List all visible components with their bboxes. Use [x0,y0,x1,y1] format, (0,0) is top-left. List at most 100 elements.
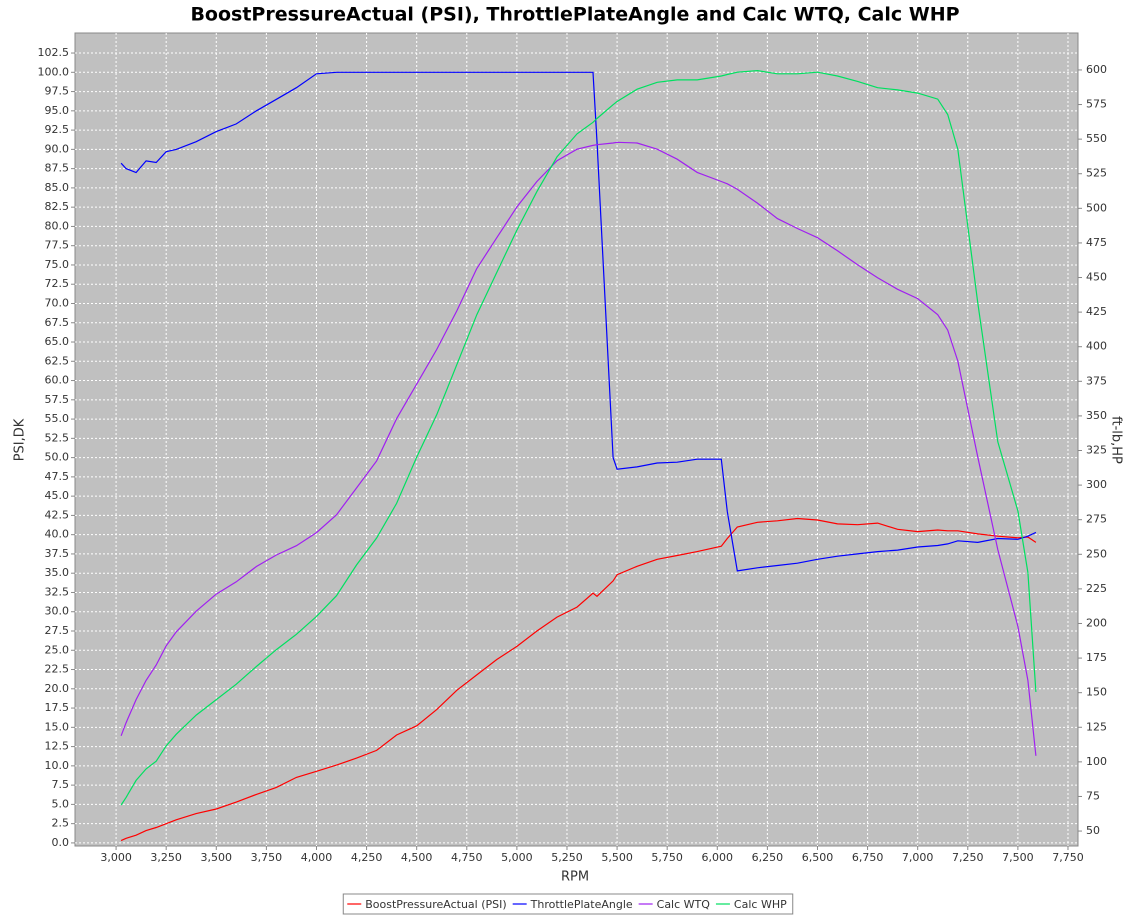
x-tick-label: 7,000 [902,851,934,864]
y2-tick-label: 150 [1086,686,1107,699]
y-tick-label: 65.0 [45,335,70,348]
x-tick-label: 3,000 [100,851,132,864]
y-tick-label: 85.0 [45,181,70,194]
x-tick-label: 4,250 [351,851,383,864]
y-tick-label: 87.5 [45,162,70,175]
x-tick-label: 5,250 [551,851,583,864]
y-tick-label: 52.5 [45,431,70,444]
y2-tick-label: 250 [1086,547,1107,560]
y2-tick-label: 375 [1086,374,1107,387]
y2-tick-label: 550 [1086,132,1107,145]
y-tick-label: 15.0 [45,720,70,733]
x-tick-label: 6,500 [802,851,834,864]
y2-tick-label: 50 [1086,824,1100,837]
legend-box [342,893,794,915]
y-tick-label: 55.0 [45,412,70,425]
y-tick-label: 5.0 [52,797,70,810]
x-tick-label: 7,500 [1002,851,1034,864]
y-tick-label: 37.5 [45,547,70,560]
y2-tick-label: 475 [1086,236,1107,249]
y-tick-label: 62.5 [45,354,70,367]
y-tick-label: 80.0 [45,219,70,232]
y-tick-label: 42.5 [45,508,70,521]
y-tick-label: 97.5 [45,85,70,98]
x-tick-label: 6,000 [702,851,734,864]
x-tick-label: 7,250 [952,851,984,864]
legend-label: ThrottlePlateAngle [530,898,633,911]
x-tick-label: 6,750 [852,851,884,864]
y-tick-label: 35.0 [45,566,70,579]
x-axis-title: RPM [561,870,589,885]
y2-tick-label: 575 [1086,98,1107,111]
lines [120,69,1037,842]
y-axis-title: PSI,DK [13,418,28,461]
y-tick-label: 45.0 [45,489,70,502]
y-tick-label: 40.0 [45,528,70,541]
x-tick-label: 5,000 [501,851,533,864]
y-tick-label: 50.0 [45,451,70,464]
chart-title: BoostPressureActual (PSI), ThrottlePlate… [190,4,959,26]
y2-tick-label: 525 [1086,167,1107,180]
y2-axis-title: ft-lb,HP [1109,416,1124,464]
y-tick-label: 92.5 [45,123,70,136]
y-tick-label: 72.5 [45,277,70,290]
axes: 0.0 2.5 5.0 7.5 10.0 12.5 15.0 17.5 20.0 22.5 25.0… [38,46,1108,864]
y2-tick-label: 175 [1086,651,1107,664]
series-line [120,71,1037,572]
y-tick-label: 2.5 [52,817,70,830]
y-tick-label: 27.5 [45,624,70,637]
x-tick-label: 5,750 [651,851,683,864]
y-tick-label: 70.0 [45,296,70,309]
y-tick-label: 20.0 [45,682,70,695]
y2-tick-label: 600 [1086,63,1107,76]
series-line [120,141,1037,756]
y2-tick-label: 400 [1086,340,1107,353]
x-tick-label: 3,750 [251,851,283,864]
y-tick-label: 10.0 [45,759,70,772]
y2-tick-label: 125 [1086,720,1107,733]
y-tick-label: 75.0 [45,258,70,271]
y-tick-label: 82.5 [45,200,70,213]
x-tick-label: 4,000 [301,851,333,864]
y2-tick-label: 200 [1086,616,1107,629]
x-tick-label: 5,500 [601,851,633,864]
y-tick-label: 17.5 [45,701,70,714]
y-tick-label: 7.5 [52,778,70,791]
y2-tick-label: 300 [1086,478,1107,491]
y2-tick-label: 450 [1086,271,1107,284]
y2-tick-label: 500 [1086,201,1107,214]
legend-label: Calc WHP [734,898,787,911]
y2-tick-label: 325 [1086,444,1107,457]
x-tick-label: 7,750 [1052,851,1084,864]
y-tick-label: 90.0 [45,142,70,155]
x-tick-label: 4,500 [401,851,433,864]
y-tick-label: 12.5 [45,740,70,753]
y-tick-label: 0.0 [52,836,70,849]
legend-label: Calc WTQ [657,898,711,911]
y2-tick-label: 225 [1086,582,1107,595]
y-tick-label: 102.5 [38,46,70,59]
y-tick-label: 77.5 [45,239,70,252]
plot-area [74,32,1079,847]
y-tick-label: 30.0 [45,605,70,618]
series-line [120,517,1037,842]
y-tick-label: 32.5 [45,585,70,598]
legend: BoostPressureActual (PSI) ThrottlePlateAn… [342,893,794,915]
y-tick-label: 60.0 [45,374,70,387]
y2-tick-label: 425 [1086,305,1107,318]
x-tick-label: 3,250 [150,851,182,864]
y-tick-label: 47.5 [45,470,70,483]
y2-tick-label: 100 [1086,755,1107,768]
x-tick-label: 3,500 [201,851,233,864]
y2-tick-label: 75 [1086,789,1100,802]
y-tick-label: 57.5 [45,393,70,406]
y-tick-label: 100.0 [38,65,70,78]
y-tick-label: 67.5 [45,316,70,329]
y-tick-label: 25.0 [45,643,70,656]
y2-tick-label: 350 [1086,409,1107,422]
legend-label: BoostPressureActual (PSI) [365,898,506,911]
y2-tick-label: 275 [1086,513,1107,526]
x-tick-label: 6,250 [752,851,784,864]
y-tick-label: 22.5 [45,663,70,676]
